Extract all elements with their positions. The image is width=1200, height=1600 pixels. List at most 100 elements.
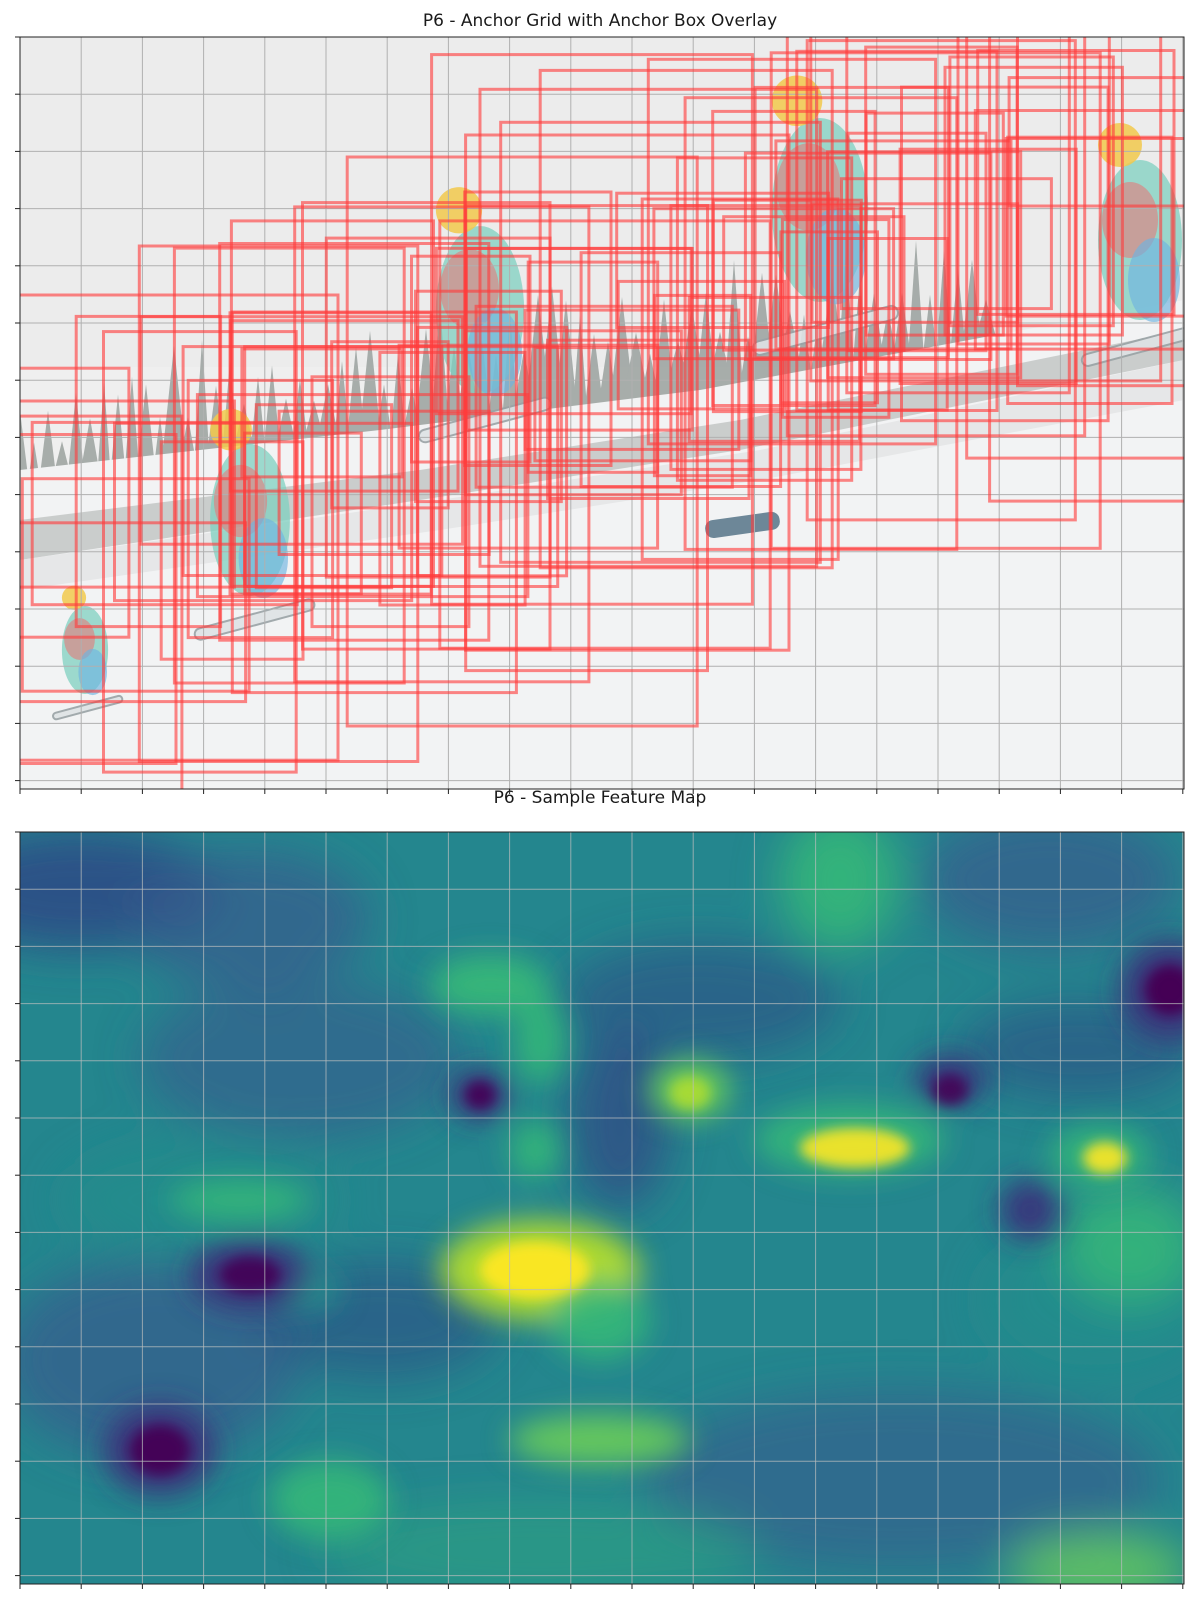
feature-region: [560, 940, 840, 1060]
anchor-box: [1004, 137, 1184, 318]
anchor-box: [652, 293, 753, 478]
anchor-box: [20, 399, 236, 589]
feature-region: [920, 832, 1180, 950]
feature-peak: [465, 1081, 495, 1109]
feature-activation: [270, 1460, 390, 1540]
anchor-box: [864, 45, 1019, 376]
pine-tree: [262, 365, 282, 460]
rider-helmet: [61, 585, 87, 610]
anchor-overlay-plot: [20, 37, 1184, 789]
anchor-overlay-axes-frame: [19, 36, 1185, 790]
feature-peak: [480, 1242, 590, 1298]
feature-map-axes-frame: [19, 831, 1185, 1585]
anchor-box: [434, 246, 693, 416]
anchor-overlay-ticks: [15, 36, 1184, 794]
anchor-box: [900, 85, 1110, 423]
feature-map-title: P6 - Sample Feature Map: [493, 788, 707, 808]
feature-region: [640, 1390, 1160, 1570]
anchor-box: [846, 131, 988, 353]
anchor-box: [675, 156, 854, 482]
feature-peak: [1083, 1142, 1127, 1174]
anchor-box: [102, 330, 298, 774]
rider-pants: [78, 648, 107, 696]
anchor-box: [410, 254, 532, 464]
rider-jacket: [440, 249, 499, 329]
anchor-box: [310, 375, 471, 629]
rider-helmet: [435, 187, 483, 234]
anchor-box: [774, 139, 1013, 351]
anchor-box: [646, 57, 938, 446]
anchor-box: [240, 347, 404, 479]
feature-activation: [430, 955, 550, 1015]
anchor-box: [526, 260, 660, 474]
feature-activation: [170, 1180, 310, 1220]
anchor-boxes: [20, 37, 1184, 789]
anchor-box: [301, 201, 552, 651]
rider-jacket: [213, 464, 268, 538]
feature-activation: [510, 1415, 690, 1465]
feature-region: [20, 1260, 300, 1460]
anchor-box: [711, 198, 863, 414]
feature-region: [780, 832, 900, 950]
feature-region: [320, 1500, 760, 1584]
anchor-box: [277, 409, 491, 557]
rider-pants: [238, 518, 288, 598]
anchor-box: [463, 329, 683, 497]
anchor-box: [973, 109, 1184, 351]
feature-activation: [1000, 1180, 1060, 1240]
feature-peak: [1145, 965, 1184, 1015]
anchor-box: [988, 37, 1184, 503]
anchor-box: [769, 51, 1102, 550]
anchor-box: [499, 120, 822, 564]
anchor-box: [345, 155, 699, 728]
anchor-box: [965, 37, 1184, 460]
anchor-overlay-title: P6 - Anchor Grid with Anchor Box Overlay: [422, 11, 778, 31]
feature-activation: [550, 1280, 650, 1360]
feature-map-plot: [20, 832, 1184, 1584]
pine-tree: [358, 330, 382, 444]
feature-region: [140, 980, 460, 1140]
anchor-box: [943, 65, 1124, 337]
rider-helmet: [1098, 123, 1142, 167]
rider-pants: [1128, 238, 1180, 322]
anchor-box: [826, 150, 1023, 380]
feature-region: [1010, 1535, 1184, 1584]
rider-jacket: [64, 618, 95, 660]
anchor-box: [172, 246, 406, 685]
pine-tree: [908, 240, 924, 357]
feature-activation: [510, 1120, 560, 1180]
feature-map-ticks: [15, 831, 1184, 1589]
anchor-box: [780, 218, 891, 419]
rider-jacket: [1102, 182, 1158, 258]
anchor-box: [809, 37, 1163, 383]
anchor-box: [20, 293, 340, 762]
feature-region: [1060, 1185, 1184, 1305]
anchor-box: [20, 366, 131, 639]
anchor-box: [616, 279, 787, 411]
feature-peak: [932, 1075, 968, 1105]
snowboard: [705, 511, 780, 539]
feature-activation: [515, 995, 565, 1085]
anchor-box: [805, 39, 1077, 522]
anchor-box: [976, 49, 1176, 316]
pine-tree: [922, 294, 938, 355]
feature-peak: [220, 1257, 280, 1293]
anchor-box: [523, 308, 741, 451]
feature-map-grid-lines: [20, 832, 1184, 1584]
anchor-box: [415, 325, 569, 578]
anchor-box: [474, 304, 734, 489]
anchor-box: [113, 421, 414, 603]
anchor-box: [330, 340, 450, 510]
feature-peak: [670, 1077, 710, 1109]
anchor-box: [20, 414, 184, 789]
anchor-box: [20, 433, 178, 765]
anchor-box: [20, 521, 248, 704]
feature-region: [570, 1030, 670, 1210]
anchor-box: [74, 314, 223, 629]
feature-peak: [130, 1425, 190, 1475]
feature-peak: [800, 1128, 910, 1168]
feature-region: [960, 1000, 1184, 1100]
feature-region: [130, 850, 370, 990]
